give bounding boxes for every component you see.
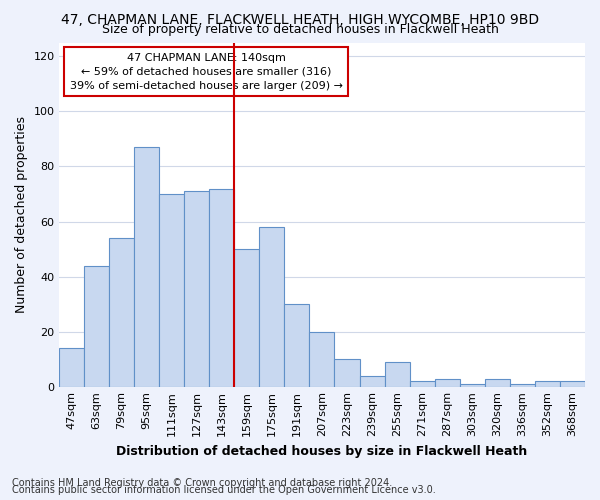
Text: Contains public sector information licensed under the Open Government Licence v3: Contains public sector information licen… bbox=[12, 485, 436, 495]
Y-axis label: Number of detached properties: Number of detached properties bbox=[15, 116, 28, 313]
Bar bbox=[460, 384, 485, 387]
Text: 47, CHAPMAN LANE, FLACKWELL HEATH, HIGH WYCOMBE, HP10 9BD: 47, CHAPMAN LANE, FLACKWELL HEATH, HIGH … bbox=[61, 12, 539, 26]
Bar bbox=[259, 227, 284, 387]
Bar bbox=[410, 382, 434, 387]
Bar bbox=[310, 332, 334, 387]
Bar bbox=[359, 376, 385, 387]
Bar bbox=[334, 360, 359, 387]
Text: 47 CHAPMAN LANE: 140sqm
← 59% of detached houses are smaller (316)
39% of semi-d: 47 CHAPMAN LANE: 140sqm ← 59% of detache… bbox=[70, 53, 343, 91]
Bar bbox=[434, 378, 460, 387]
X-axis label: Distribution of detached houses by size in Flackwell Heath: Distribution of detached houses by size … bbox=[116, 444, 527, 458]
Bar bbox=[159, 194, 184, 387]
Bar bbox=[234, 249, 259, 387]
Bar bbox=[560, 382, 585, 387]
Bar bbox=[485, 378, 510, 387]
Bar bbox=[209, 188, 234, 387]
Bar bbox=[510, 384, 535, 387]
Bar bbox=[284, 304, 310, 387]
Bar bbox=[109, 238, 134, 387]
Bar bbox=[535, 382, 560, 387]
Bar bbox=[385, 362, 410, 387]
Bar bbox=[59, 348, 84, 387]
Bar bbox=[84, 266, 109, 387]
Text: Size of property relative to detached houses in Flackwell Heath: Size of property relative to detached ho… bbox=[101, 22, 499, 36]
Bar bbox=[134, 147, 159, 387]
Bar bbox=[184, 192, 209, 387]
Text: Contains HM Land Registry data © Crown copyright and database right 2024.: Contains HM Land Registry data © Crown c… bbox=[12, 478, 392, 488]
